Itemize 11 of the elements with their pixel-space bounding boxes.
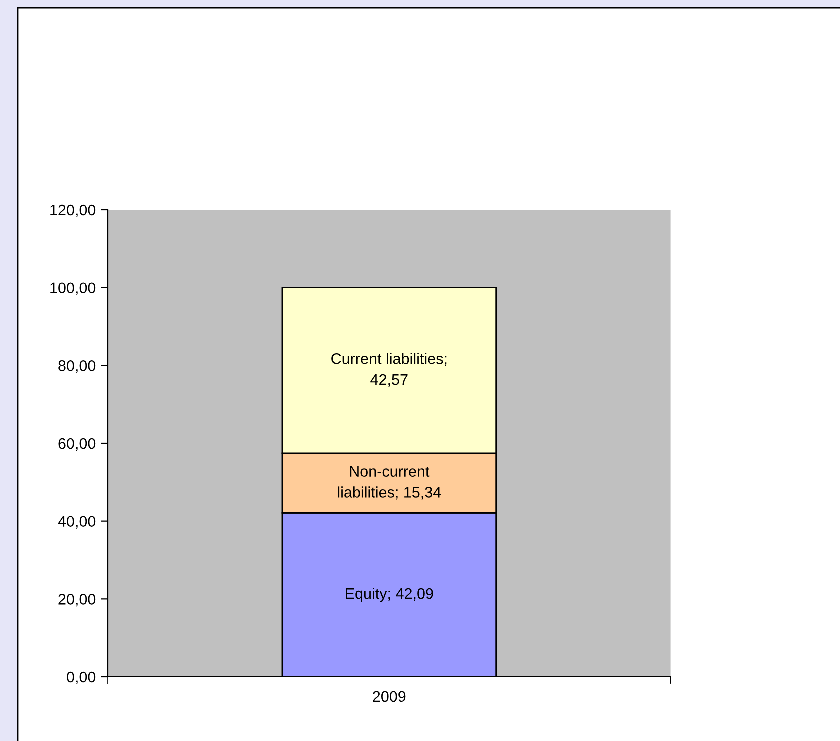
y-tick-label: 80,00: [58, 360, 96, 374]
data-label: Current liabilities; 42,57: [332, 353, 447, 388]
y-tick-label: 20,00: [58, 594, 96, 607]
data-label: Equity; 42,09: [346, 588, 434, 602]
y-tick-label: 60,00: [58, 438, 96, 451]
y-tick-label: 40,00: [58, 516, 96, 529]
y-tick-label: 120,00: [50, 204, 96, 218]
y-tick-label: 100,00: [50, 282, 96, 296]
data-label: Non-current liabilities; 15,34: [338, 466, 442, 500]
x-tick-label: 2009: [373, 691, 406, 702]
y-tick-label: 0,00: [67, 672, 96, 684]
